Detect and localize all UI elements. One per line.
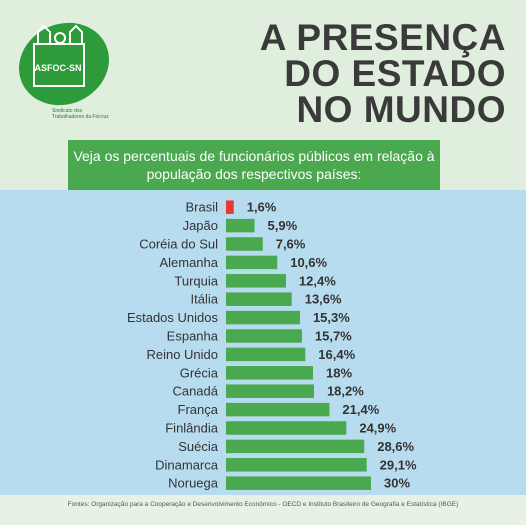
bar [226,439,365,454]
value-label: 21,4% [342,402,379,417]
value-label: 10,6% [290,255,327,270]
bar [226,329,302,343]
subtitle-text: Veja os percentuais de funcionários públ… [73,148,435,182]
bar [226,421,347,435]
category-label: Noruega [168,476,219,491]
value-label: 18% [326,365,352,380]
value-label: 7,6% [276,237,306,252]
headline-line-3: NO MUNDO [296,89,506,130]
logo-acronym: ASFOC-SN [35,63,82,73]
headline-line-2: DO ESTADO [284,53,506,94]
category-label: Reino Unido [146,347,218,362]
category-label: Dinamarca [155,457,219,472]
headline-line-1: A PRESENÇA [259,17,506,58]
category-label: Itália [191,292,219,307]
value-label: 12,4% [299,273,336,288]
value-label: 28,6% [377,439,414,454]
category-label: Turquia [174,273,218,288]
asfoc-logo: ASFOC-SN Sindicato dos Trabalhadores da … [14,16,114,126]
category-label: Grécia [180,365,219,380]
bar [226,218,255,233]
bar [226,274,286,288]
subtitle-box: Veja os percentuais de funcionários públ… [68,140,440,190]
headline: A PRESENÇA DO ESTADO NO MUNDO [259,17,506,130]
logo-emblem: ASFOC-SN [19,22,109,106]
bar [226,347,306,362]
category-label: Finlândia [165,421,219,436]
bar [226,366,313,380]
bar [226,237,263,251]
bar [226,200,234,214]
value-label: 15,7% [315,329,352,344]
value-label: 24,9% [359,421,396,436]
category-label: Alemanha [159,255,218,270]
value-label: 5,9% [268,218,298,233]
value-label: 13,6% [305,292,342,307]
value-label: 15,3% [313,310,350,325]
category-label: Estados Unidos [127,310,219,325]
value-label: 18,2% [327,384,364,399]
logo-org-name: Sindicato dos Trabalhadores da Fiocruz [52,108,109,120]
bar [226,402,330,417]
category-label: França [178,402,219,417]
bar [226,310,300,325]
category-label: Japão [183,218,218,233]
bar [226,476,371,490]
value-label: 29,1% [380,457,417,472]
bar [226,384,314,398]
category-label: Suécia [178,439,219,454]
bar [226,458,367,472]
footer: Fontes: Organização para a Cooperação e … [0,495,526,525]
value-label: 1,6% [247,200,277,215]
bar-chart: Brasil 1,6% Japão 5,9% Coréia do Sul 7,6% Alem… [127,200,417,491]
value-label: 16,4% [318,347,355,362]
bar [226,292,292,306]
chart-area: Brasil 1,6% Japão 5,9% Coréia do Sul 7,6% Alem… [0,190,526,495]
category-label: Canadá [172,384,218,399]
category-label: Brasil [185,200,218,215]
value-label: 30% [384,476,410,491]
footer-source: Fontes: Organização para a Cooperação e … [67,501,459,508]
category-label: Coréia do Sul [139,237,218,252]
bar [226,255,278,270]
category-label: Espanha [167,329,219,344]
